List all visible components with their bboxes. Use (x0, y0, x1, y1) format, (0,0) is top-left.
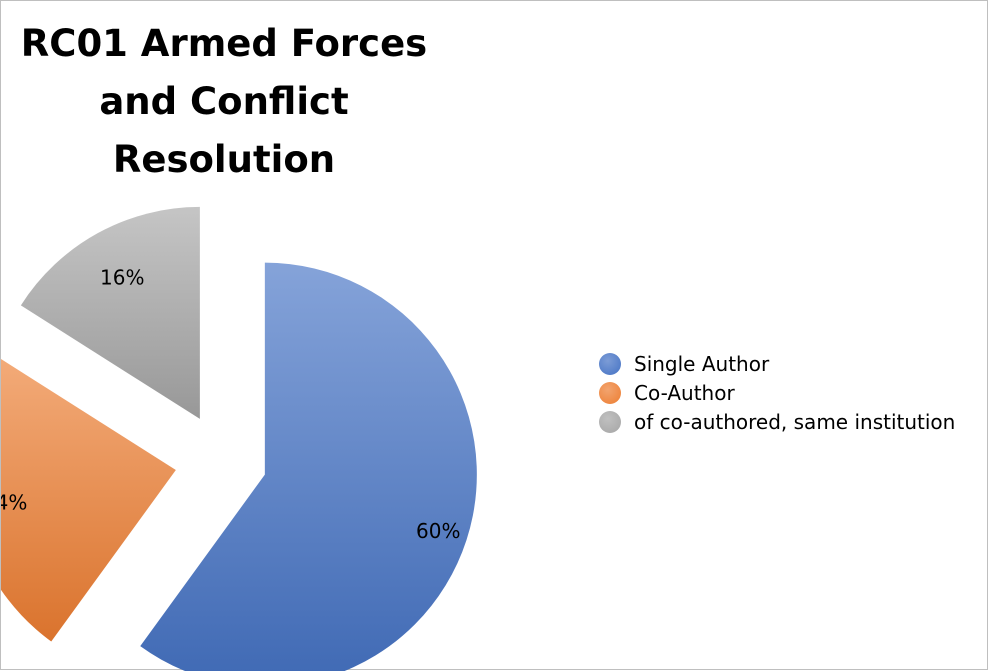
pie-slice-of-co-authored-same-institution (20, 206, 200, 419)
pie-slice-co-author (1, 359, 176, 642)
legend-item-of-co-authored-same-institution: of co-authored, same institution (599, 407, 955, 436)
legend-swatch (599, 381, 621, 404)
slice-label-co-author: 24% (1, 491, 27, 515)
legend: Single Author Co-Author of co-authored, sa… (599, 349, 955, 436)
legend-item-single-author: Single Author (599, 349, 955, 378)
legend-label: Co-Author (634, 380, 735, 405)
legend-swatch (599, 352, 621, 375)
legend-item-co-author: Co-Author (599, 378, 955, 407)
chart-title: RC01 Armed Forces and Conflict Resolutio… (20, 22, 428, 181)
slice-label-of-co-authored-same-institution: 16% (100, 266, 144, 290)
legend-label: of co-authored, same institution (634, 409, 956, 434)
pie-slice-single-author (140, 262, 477, 671)
slice-label-single-author: 60% (416, 519, 460, 543)
legend-label: Single Author (634, 351, 770, 376)
legend-swatch (599, 410, 621, 433)
